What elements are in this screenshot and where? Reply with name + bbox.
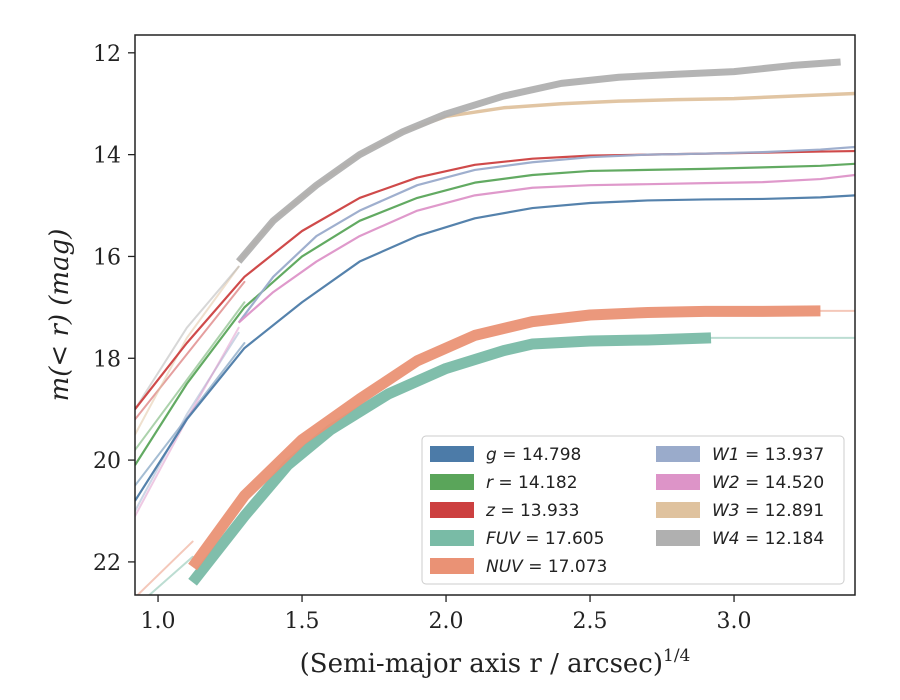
legend-label-z: z = 13.933 (485, 501, 579, 521)
legend-label-w2: W2 = 14.520 (712, 473, 824, 493)
plot-frame (134, 34, 856, 596)
legend-swatch-w1 (656, 446, 700, 462)
legend-box (421, 435, 845, 585)
series-lines (135, 58, 855, 586)
x-axis-ticks: 1.0 1.5 2.0 2.5 3.0 (141, 595, 752, 634)
y-tick-label: 22 (93, 551, 121, 576)
series-extension-w4 (135, 265, 240, 411)
x-tick-label: 3.0 (717, 609, 752, 634)
legend-label-nuv: NUV = 17.073 (486, 557, 607, 577)
legend-swatch-fuv (430, 530, 474, 546)
series-line-r (135, 162, 855, 466)
x-axis-label-exponent: 1/4 (663, 646, 690, 666)
legend-label-w1: W1 = 13.937 (712, 445, 824, 465)
x-tick-label: 1.5 (285, 609, 320, 634)
y-tick-label: 12 (93, 42, 121, 67)
legend-swatch-w4 (656, 530, 700, 546)
series-extension-nuv (136, 540, 194, 595)
series-line-nuv (188, 305, 821, 571)
legend-label-r: r = 14.182 (486, 473, 578, 493)
legend-swatch-z (430, 502, 474, 518)
y-tick-label: 16 (93, 245, 121, 270)
legend-swatch-nuv (430, 558, 474, 574)
legend-swatch-w2 (656, 474, 700, 490)
curve-extensions (135, 265, 855, 595)
x-tick-label: 1.0 (141, 609, 176, 634)
legend-swatch-g (430, 446, 474, 462)
y-tick-label: 14 (93, 144, 121, 169)
series-line-w2 (237, 173, 855, 324)
legend-label-fuv: FUV = 17.605 (486, 529, 604, 549)
series-line-w4 (236, 58, 841, 264)
legend-swatch-r (430, 474, 474, 490)
y-tick-label: 20 (93, 449, 121, 474)
series-extension-w3 (135, 265, 240, 436)
legend-swatch-w3 (656, 502, 700, 518)
legend: g = 14.798 r = 14.182 z = 13.933 FUV = 17.6… (421, 435, 845, 585)
legend-label-w3: W3 = 12.891 (712, 501, 824, 521)
series-line-w1 (237, 145, 855, 324)
series-extension-z (135, 280, 246, 421)
x-axis-label: (Semi-major axis r / arcsec)1/4 (300, 646, 691, 679)
y-tick-label: 18 (93, 347, 121, 372)
y-axis-label: m(< r) (mag) (45, 229, 75, 402)
x-tick-label: 2.0 (429, 609, 464, 634)
x-tick-label: 2.5 (573, 609, 608, 634)
legend-label-g: g = 14.798 (486, 445, 581, 465)
legend-label-w4: W4 = 12.184 (712, 529, 824, 549)
series-extension-fuv (147, 555, 194, 595)
y-axis-ticks: 12 14 16 18 20 22 (93, 42, 135, 576)
series-line-g (135, 194, 855, 502)
x-axis-label-main: (Semi-major axis r / arcsec) (300, 649, 663, 679)
series-line-fuv (188, 332, 712, 586)
series-extension-r (135, 301, 246, 451)
